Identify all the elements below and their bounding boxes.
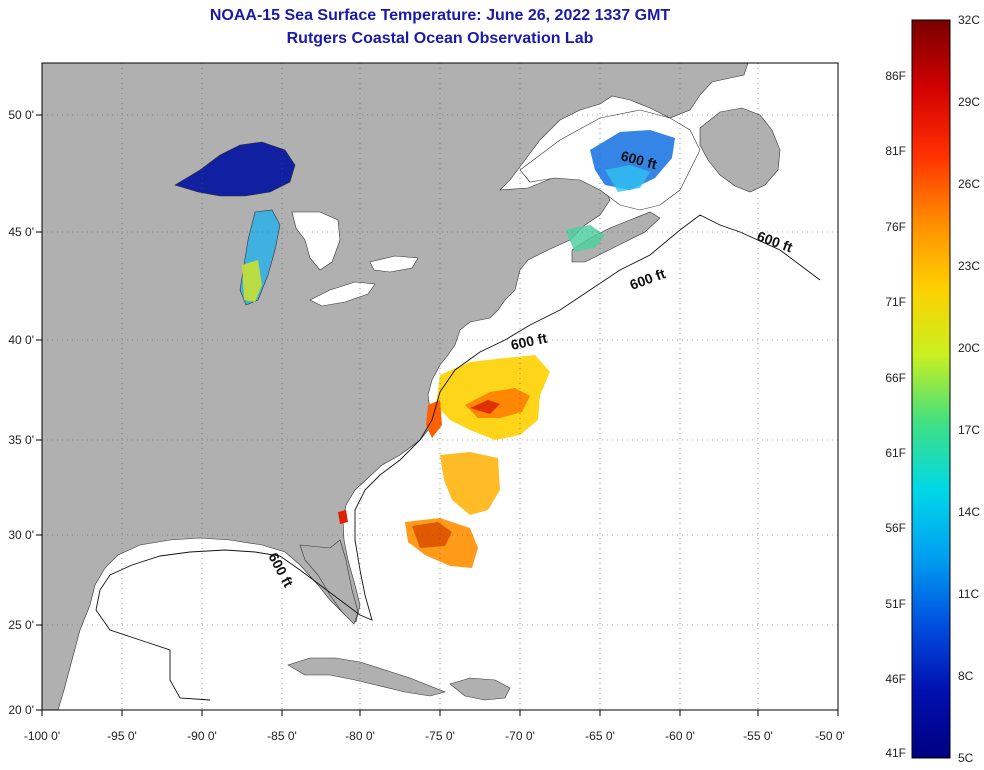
lake-huron (291, 211, 341, 271)
colorbar-celsius-label: 20C (958, 341, 980, 355)
colorbar-celsius-label: 5C (958, 751, 974, 765)
land-hispaniola (449, 677, 511, 701)
colorbar-fahrenheit-label: 51F (885, 597, 906, 611)
lat-tick-label: 25 0' (8, 618, 34, 632)
map-subtitle: Rutgers Coastal Ocean Observation Lab (286, 30, 594, 47)
colorbar-celsius-label: 17C (958, 423, 980, 437)
colorbar-fahrenheit-labels: 86F 81F 76F 71F 66F 61F 56F 51F 46F 41F (885, 69, 906, 760)
lake-erie (309, 281, 376, 307)
lat-tick-label: 20 0' (8, 703, 34, 717)
lon-tick-label: -50 0' (815, 729, 845, 743)
contour-label-midatlantic: 600 ft (509, 330, 548, 353)
lon-tick-label: -55 0' (743, 729, 773, 743)
lat-tick-labels: 50 0' 45 0' 40 0' 35 0' 30 0' 25 0' 20 0… (8, 108, 34, 717)
lon-tick-label: -90 0' (187, 729, 217, 743)
colorbar-celsius-label: 8C (958, 669, 974, 683)
land-cuba (287, 657, 446, 697)
tick-marks (36, 114, 839, 716)
colorbar-celsius-label: 32C (958, 13, 980, 27)
bathymetry-contour-600ft (95, 214, 821, 701)
colorbar (911, 19, 951, 759)
colorbar-fahrenheit-label: 66F (885, 371, 906, 385)
lon-tick-label: -95 0' (107, 729, 137, 743)
map-layers: 600 ft 600 ft 600 ft 600 ft 600 ft (42, 63, 838, 710)
colorbar-fahrenheit-label: 61F (885, 446, 906, 460)
lake-ontario (369, 255, 419, 273)
sst-patch-maine (565, 225, 605, 252)
lon-tick-label: -85 0' (267, 729, 297, 743)
sst-patch-gulf-stlawrence-light (605, 165, 650, 192)
sst-patch-south-yellow (440, 452, 500, 515)
sst-patch-hatteras (426, 400, 442, 438)
colorbar-fahrenheit-label: 41F (885, 746, 906, 760)
colorbar-fahrenheit-label: 81F (885, 144, 906, 158)
colorbar-celsius-label: 11C (958, 587, 979, 601)
lon-tick-label: -65 0' (585, 729, 615, 743)
lon-tick-label: -75 0' (425, 729, 455, 743)
lat-tick-label: 40 0' (8, 333, 34, 347)
colorbar-fahrenheit-label: 71F (885, 295, 906, 309)
colorbar-celsius-labels: 32C 29C 26C 23C 20C 17C 14C 11C 8C 5C (958, 13, 980, 765)
land-north-america (42, 63, 749, 710)
colorbar-fahrenheit-label: 76F (885, 220, 906, 234)
lon-tick-label: -70 0' (505, 729, 535, 743)
colorbar-celsius-label: 23C (958, 259, 980, 273)
sst-patch-michigan-south (242, 260, 262, 302)
lon-tick-label: -80 0' (345, 729, 375, 743)
lon-tick-label: -100 0' (24, 729, 60, 743)
lon-tick-label: -60 0' (665, 729, 695, 743)
land-newfoundland (699, 107, 781, 193)
colorbar-fahrenheit-label: 46F (885, 672, 906, 686)
lon-tick-labels: -100 0' -95 0' -90 0' -85 0' -80 0' -75 … (24, 729, 845, 743)
land-nova-scotia (571, 211, 661, 263)
colorbar-celsius-label: 14C (958, 505, 980, 519)
colorbar-celsius-label: 26C (958, 177, 980, 191)
map-title: NOAA-15 Sea Surface Temperature: June 26… (209, 7, 671, 24)
colorbar-fahrenheit-label: 56F (885, 521, 906, 535)
lat-tick-label: 50 0' (8, 108, 34, 122)
sst-patch-florida-coast (338, 510, 348, 524)
colorbar-celsius-label: 29C (958, 95, 980, 109)
sst-patch-gulfstream-red (470, 400, 500, 414)
lat-tick-label: 45 0' (8, 225, 34, 239)
lat-tick-label: 30 0' (8, 528, 34, 542)
colorbar-fahrenheit-label: 86F (885, 69, 906, 83)
lake-superior (174, 141, 296, 197)
lat-tick-label: 35 0' (8, 433, 34, 447)
